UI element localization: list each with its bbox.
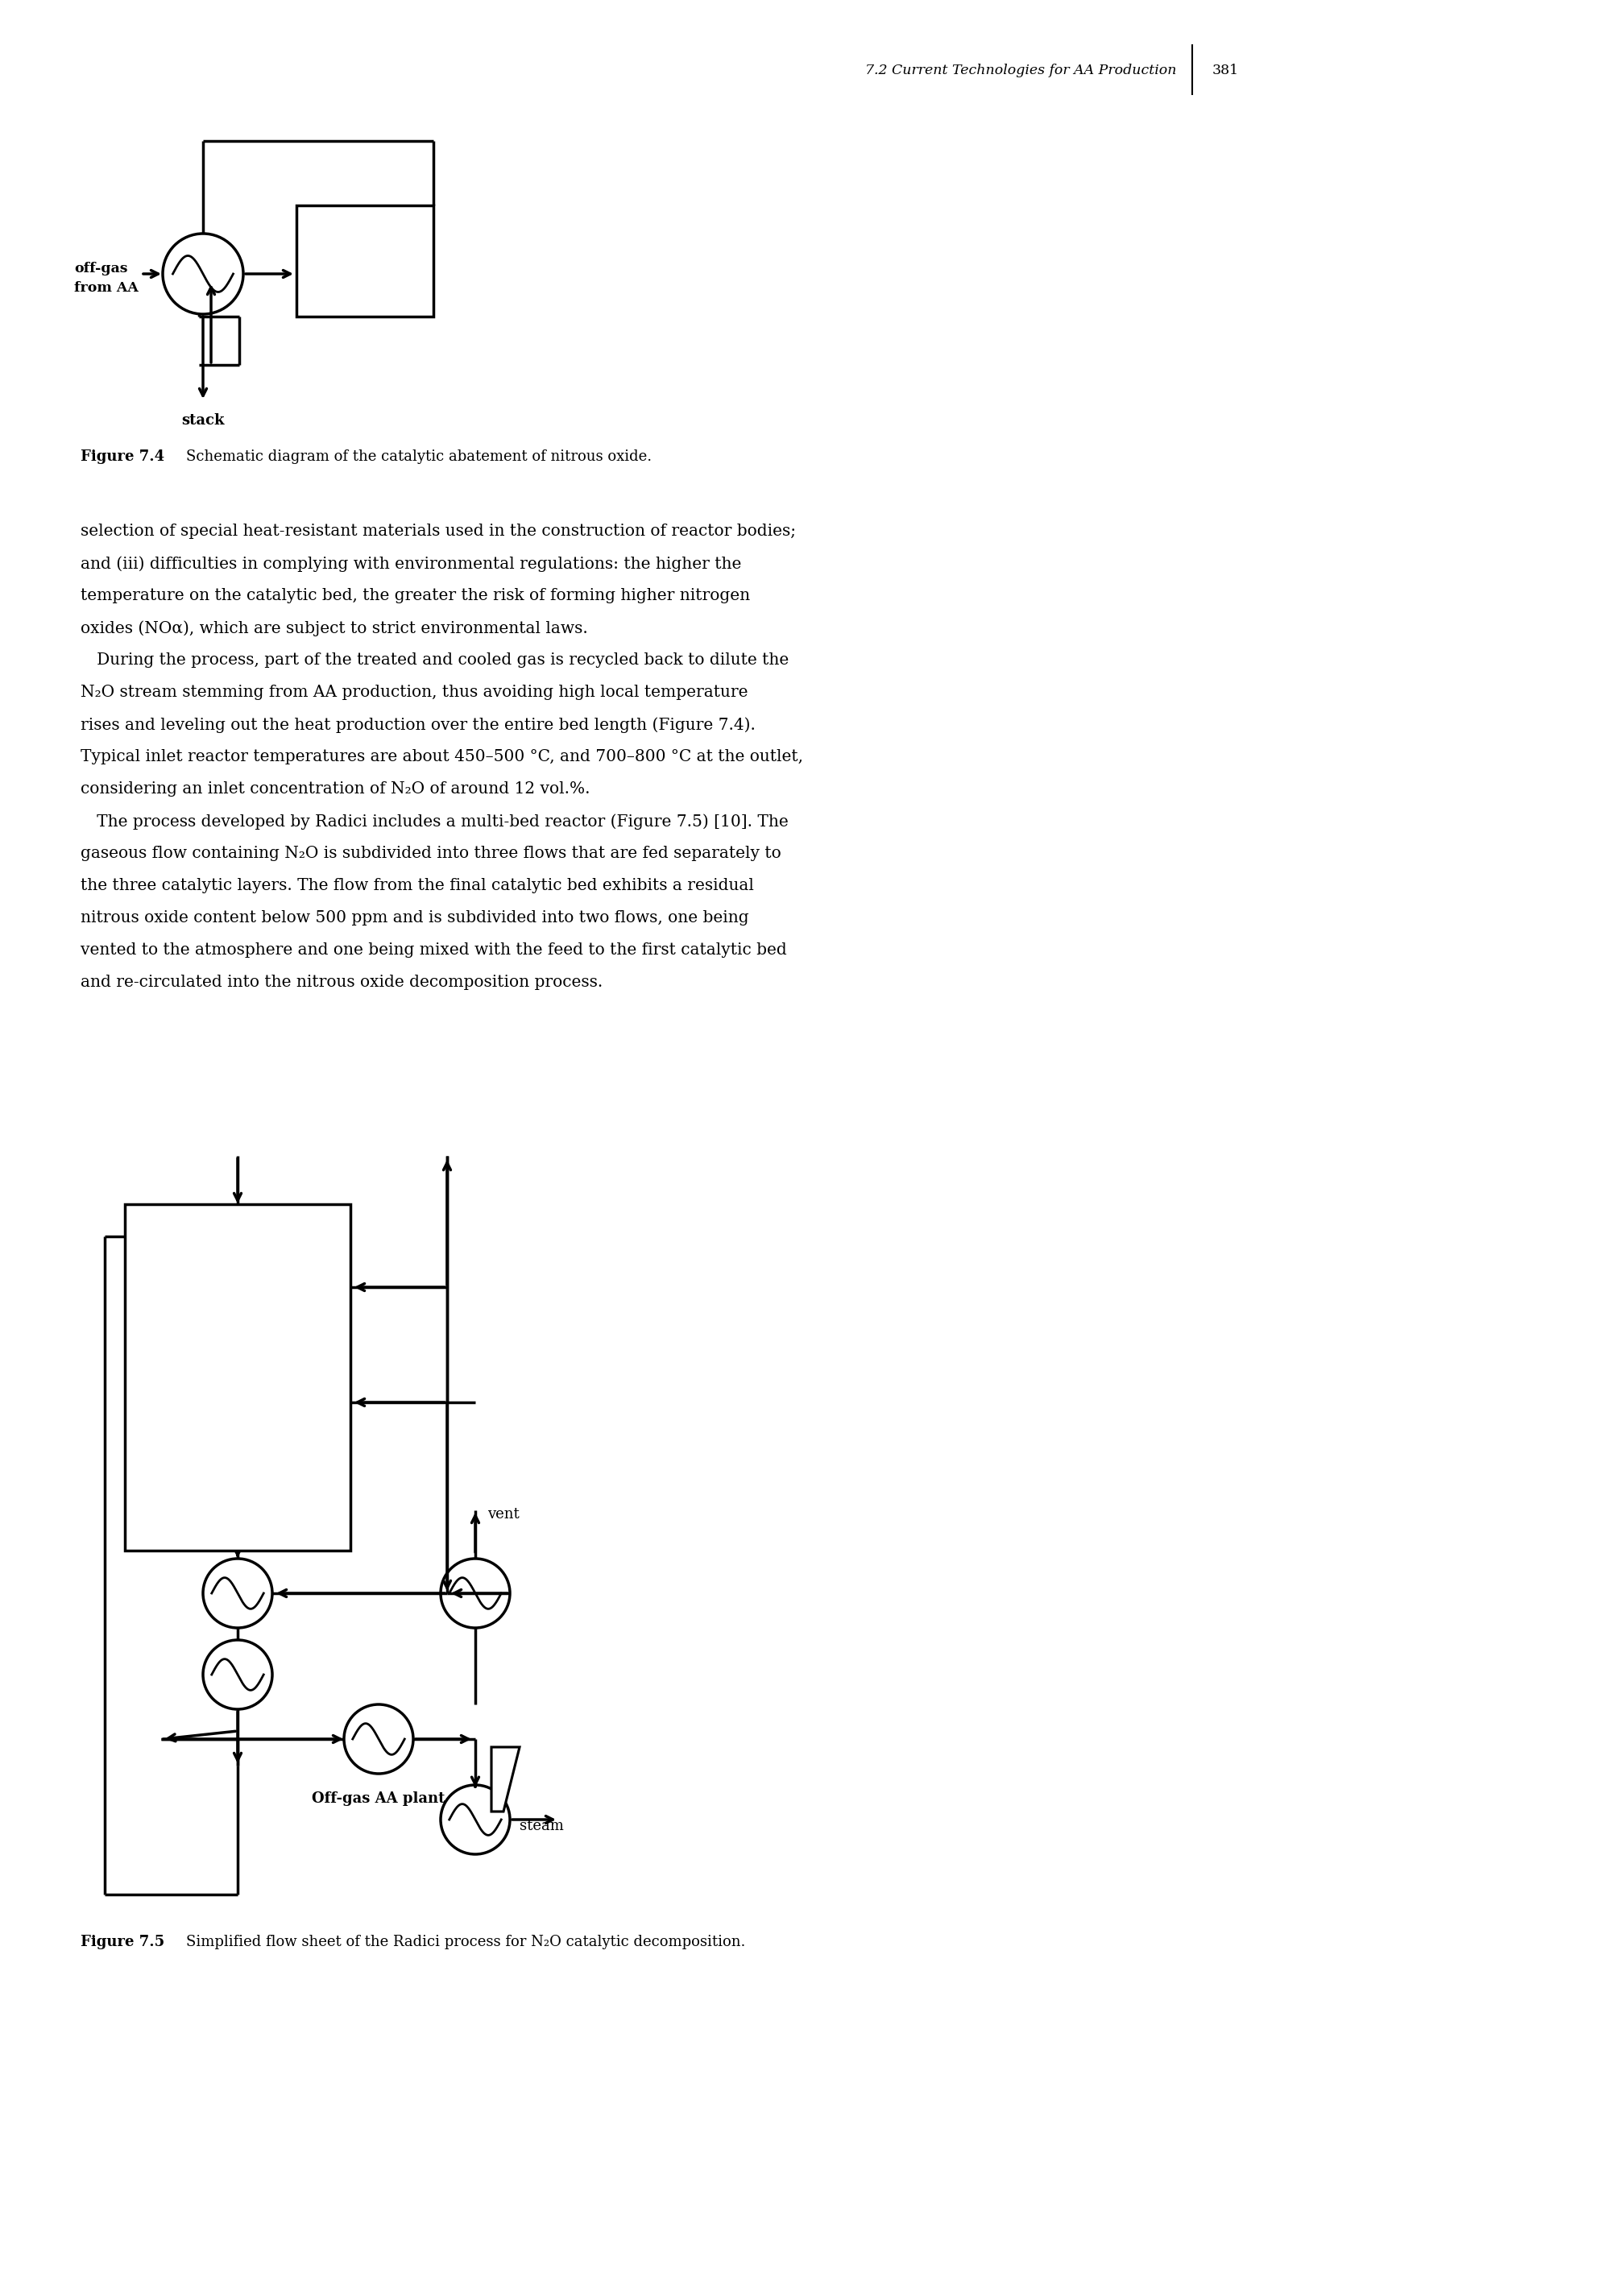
Text: reactor: reactor (338, 266, 393, 279)
Text: Off-gas AA plant: Off-gas AA plant (312, 1791, 445, 1807)
Text: vent: vent (487, 1507, 520, 1521)
Text: Bed 2: Bed 2 (213, 1381, 263, 1395)
Text: Cat: Cat (222, 1241, 253, 1255)
Polygon shape (492, 1747, 520, 1811)
Text: 7.2 Current Technologies for AA Production: 7.2 Current Technologies for AA Producti… (864, 64, 1176, 78)
Bar (297, 206, 434, 316)
Text: Simplified flow sheet of the Radici process for N₂O catalytic decomposition.: Simplified flow sheet of the Radici proc… (179, 1935, 745, 1949)
Text: Typical inlet reactor temperatures are about 450–500 °C, and 700–800 °C at the o: Typical inlet reactor temperatures are a… (81, 749, 804, 765)
Text: rises and leveling out the heat production over the entire bed length (Figure 7.: rises and leveling out the heat producti… (81, 717, 755, 733)
Text: considering an inlet concentration of N₂O of around 12 vol.%.: considering an inlet concentration of N₂… (81, 781, 590, 797)
Text: and (iii) difficulties in complying with environmental regulations: the higher t: and (iii) difficulties in complying with… (81, 556, 742, 572)
Text: stack: stack (182, 412, 224, 428)
Text: the three catalytic layers. The flow from the final catalytic bed exhibits a res: the three catalytic layers. The flow fro… (81, 877, 754, 893)
Text: Figure 7.4: Figure 7.4 (81, 449, 164, 465)
Text: Bed 1: Bed 1 (213, 1266, 263, 1280)
Text: nitrous oxide content below 500 ppm and is subdivided into two flows, one being: nitrous oxide content below 500 ppm and … (81, 909, 749, 925)
Text: Figure 7.5: Figure 7.5 (81, 1935, 164, 1949)
Text: steam: steam (520, 1818, 564, 1834)
Text: vented to the atmosphere and one being mixed with the feed to the first catalyti: vented to the atmosphere and one being m… (81, 943, 786, 957)
Text: During the process, part of the treated and cooled gas is recycled back to dilut: During the process, part of the treated … (81, 653, 789, 669)
Text: Schematic diagram of the catalytic abatement of nitrous oxide.: Schematic diagram of the catalytic abate… (179, 449, 651, 465)
Text: selection of special heat-resistant materials used in the construction of reacto: selection of special heat-resistant mate… (81, 524, 796, 538)
Text: 381: 381 (1213, 64, 1239, 78)
Text: from AA: from AA (75, 282, 138, 295)
Text: The process developed by Radici includes a multi-bed reactor (Figure 7.5) [10]. : The process developed by Radici includes… (81, 813, 788, 829)
Text: and re-circulated into the nitrous oxide decomposition process.: and re-circulated into the nitrous oxide… (81, 976, 603, 989)
Text: temperature on the catalytic bed, the greater the risk of forming higher nitroge: temperature on the catalytic bed, the gr… (81, 589, 750, 602)
Text: N₂O stream stemming from AA production, thus avoiding high local temperature: N₂O stream stemming from AA production, … (81, 685, 749, 701)
Text: Cat: Cat (222, 1472, 253, 1486)
Text: gaseous flow containing N₂O is subdivided into three flows that are fed separate: gaseous flow containing N₂O is subdivide… (81, 845, 781, 861)
Text: off-gas: off-gas (75, 261, 128, 275)
Text: Cat: Cat (222, 1356, 253, 1372)
Text: Bed 3: Bed 3 (213, 1495, 263, 1511)
Text: oxides (NOα), which are subject to strict environmental laws.: oxides (NOα), which are subject to stric… (81, 621, 588, 637)
Text: De-N₂O: De-N₂O (336, 243, 393, 256)
Bar (125, 1205, 351, 1550)
